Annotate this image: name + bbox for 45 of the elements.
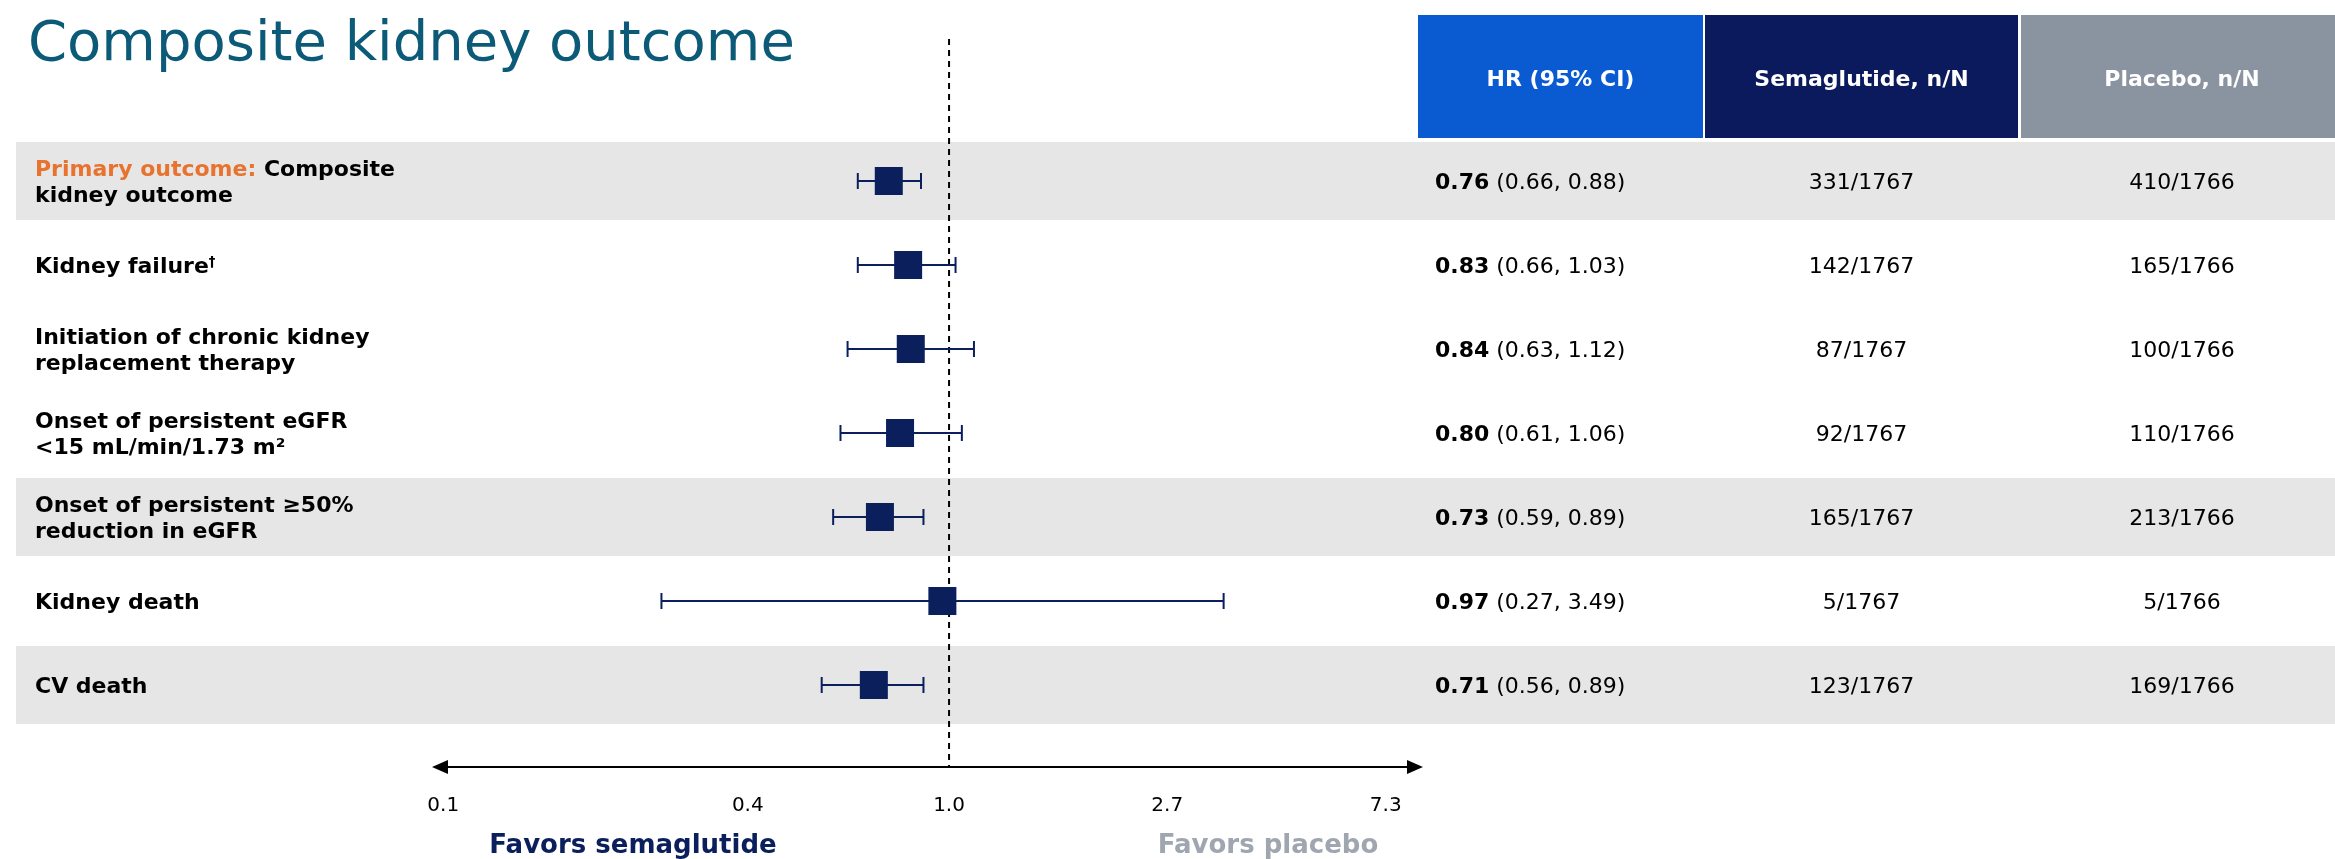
text: 142/1767 — [1808, 252, 1915, 278]
y-tick-label: Initiation of chronic kidney replacement therapy — [35, 323, 370, 375]
data-label: 0.80 (0.61, 1.06) — [1435, 420, 1626, 446]
data-label: 0.76 (0.66, 0.88) — [1435, 168, 1626, 194]
category-label: Primary outcome: Composite kidney outcome — [35, 155, 396, 207]
chart-title: Composite kidney outcome — [28, 8, 795, 73]
text: 5/1767 — [1822, 588, 1901, 614]
x-tick-label: 7.3 — [1369, 792, 1402, 816]
x-tick-label: 2.7 — [1151, 792, 1184, 816]
x-tick-label: 0.4 — [731, 792, 764, 816]
text: Placebo, n/N — [2104, 65, 2260, 91]
text: 87/1767 — [1815, 336, 1908, 362]
text: 213/1766 — [2129, 504, 2235, 530]
text: 123/1767 — [1808, 672, 1915, 698]
text: 5/1766 — [2143, 588, 2221, 614]
text: Favors placebo — [1157, 829, 1379, 859]
point — [865, 503, 894, 531]
y-tick-label: CV death — [35, 672, 148, 698]
text: 92/1767 — [1815, 420, 1908, 446]
y-tick-label: Kidney death — [35, 588, 200, 614]
y-tick-label: Onset of persistent ≥50% reduction in eGFR — [35, 491, 354, 543]
text: 165/1766 — [2129, 252, 2235, 278]
text: Favors semaglutide — [489, 829, 777, 859]
text: 331/1767 — [1808, 168, 1915, 194]
text: 100/1766 — [2129, 336, 2235, 362]
data-label: 0.84 (0.63, 1.12) — [1435, 336, 1626, 362]
text: Semaglutide, n/N — [1754, 65, 1969, 91]
data-label: 0.71 (0.56, 0.89) — [1435, 672, 1626, 698]
data-label: 0.97 (0.27, 3.49) — [1435, 588, 1626, 614]
x-tick-label: 1.0 — [933, 792, 965, 816]
point — [894, 251, 923, 279]
text: 110/1766 — [2129, 420, 2235, 446]
y-tick-label: Onset of persistent eGFR <15 mL/min/1.73 m² — [35, 407, 348, 459]
point — [896, 335, 925, 363]
text: 410/1766 — [2129, 168, 2235, 194]
text: HR (95% CI) — [1486, 65, 1635, 91]
point — [886, 419, 915, 447]
x-tick-label: 0.1 — [427, 792, 460, 816]
point — [874, 167, 903, 195]
data-label: 0.83 (0.66, 1.03) — [1435, 252, 1626, 278]
point — [859, 671, 888, 699]
data-label: 0.73 (0.59, 0.89) — [1435, 504, 1626, 530]
text: 169/1766 — [2129, 672, 2235, 698]
y-tick-label: Kidney failure$^{†}$ — [35, 252, 216, 278]
text: 165/1767 — [1808, 504, 1915, 530]
